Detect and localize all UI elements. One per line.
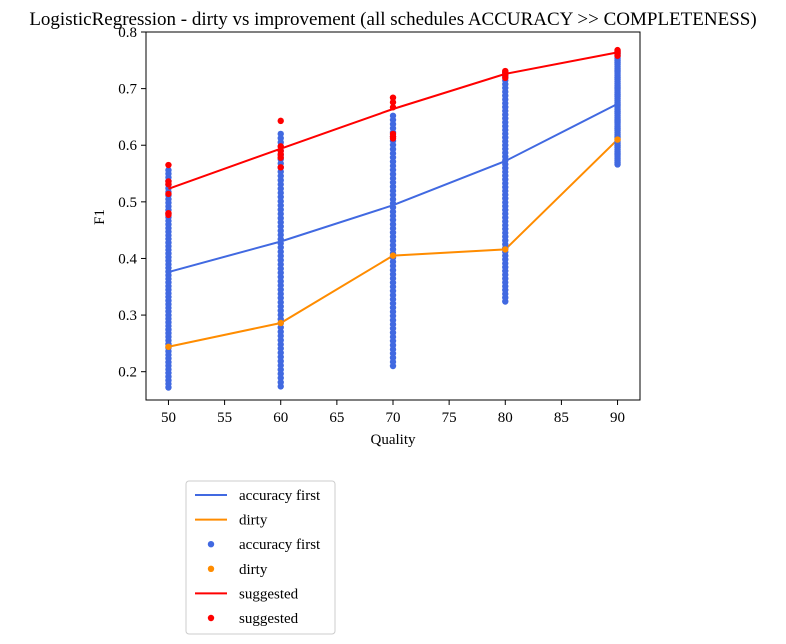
suggested-point xyxy=(389,104,397,111)
x-tick-label: 70 xyxy=(386,410,401,426)
legend-label: accuracy first xyxy=(239,537,321,553)
dirty-point xyxy=(502,246,509,253)
legend: accuracy first dirty accuracy first dirty su… xyxy=(185,480,336,635)
x-tick-label: 85 xyxy=(554,410,569,426)
y-tick-label: 0.8 xyxy=(118,25,137,41)
legend-marker-swatch xyxy=(207,614,215,622)
x-tick-label: 80 xyxy=(498,410,513,426)
suggested-point xyxy=(165,161,172,169)
legend-marker-swatch xyxy=(207,565,215,572)
y-tick-label: 0.7 xyxy=(118,82,137,98)
suggested-point xyxy=(165,181,172,188)
plot-marks xyxy=(165,46,621,391)
legend-label: dirty xyxy=(239,513,268,529)
accuracy-first-point xyxy=(165,166,172,174)
dirty-point xyxy=(165,343,172,350)
dirty-point xyxy=(614,136,621,143)
legend-label: accuracy first xyxy=(239,488,321,504)
legend-label: suggested xyxy=(239,586,299,602)
y-tick-label: 0.4 xyxy=(118,251,137,267)
suggested-point xyxy=(614,52,621,59)
suggested-point xyxy=(165,211,172,219)
x-tick-label: 60 xyxy=(273,410,288,426)
suggested-point xyxy=(277,117,284,125)
suggested-point xyxy=(389,94,397,101)
y-tick-label: 0.6 xyxy=(118,138,137,154)
suggested-point xyxy=(277,164,284,171)
x-axis-label: Quality xyxy=(371,432,416,448)
chart-title: LogisticRegression - dirty vs improvemen… xyxy=(29,9,756,30)
axes: 50 55 60 65 70 75 80 85 90 0.2 0.3 0.4 0.5 0.6 0.7 0.8 xyxy=(118,25,641,426)
suggested-point xyxy=(277,143,284,150)
y-tick-label: 0.2 xyxy=(118,365,137,381)
suggested-point xyxy=(389,135,397,142)
suggested-point xyxy=(389,99,397,106)
accuracy-first-point xyxy=(389,112,397,119)
x-tick-label: 65 xyxy=(329,410,344,426)
suggested-point xyxy=(165,190,172,198)
legend-marker-swatch xyxy=(207,541,215,548)
suggested-point xyxy=(277,154,284,161)
y-axis-label: F1 xyxy=(92,209,108,225)
x-tick-label: 50 xyxy=(161,410,176,426)
legend-label: suggested xyxy=(239,611,299,627)
dirty-point xyxy=(277,319,284,327)
suggested-point xyxy=(502,74,509,82)
dirty-point xyxy=(389,252,397,259)
legend-label: dirty xyxy=(239,562,268,578)
x-tick-label: 90 xyxy=(610,410,625,426)
plot-area xyxy=(165,46,621,391)
x-tick-label: 75 xyxy=(442,410,457,426)
y-tick-label: 0.5 xyxy=(118,195,137,211)
x-tick-label: 55 xyxy=(217,410,232,426)
y-tick-label: 0.3 xyxy=(118,308,137,324)
accuracy-first-point xyxy=(277,130,284,138)
